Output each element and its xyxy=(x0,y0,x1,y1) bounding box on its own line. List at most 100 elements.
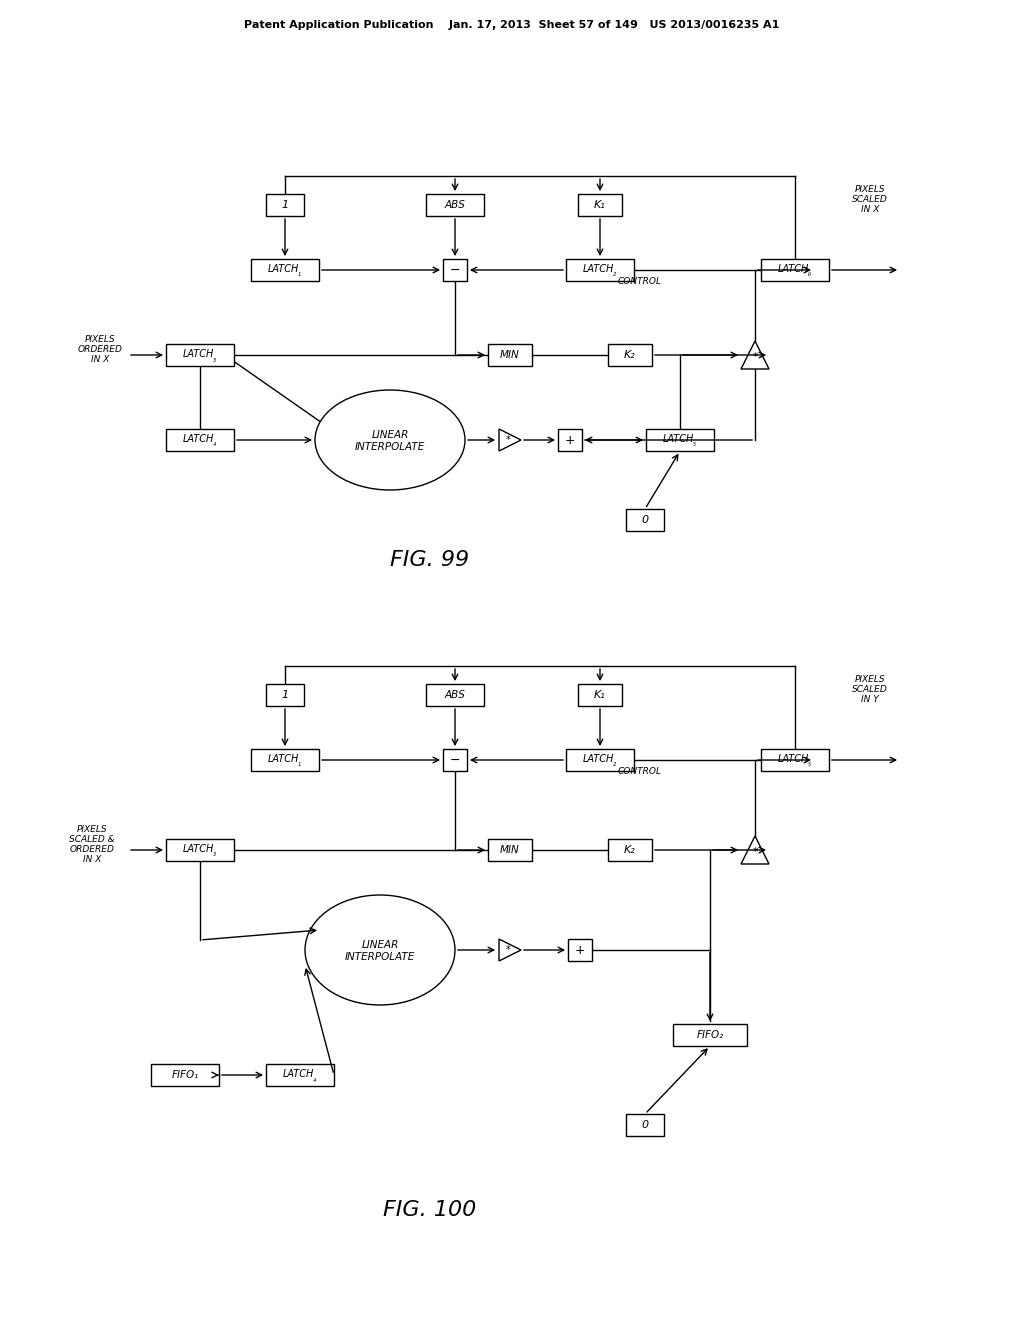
Text: 0: 0 xyxy=(641,1119,648,1130)
Bar xyxy=(578,194,622,216)
Text: ₅: ₅ xyxy=(808,759,811,768)
Text: SCALED: SCALED xyxy=(852,195,888,205)
Text: ₃: ₃ xyxy=(213,355,215,363)
Text: IN X: IN X xyxy=(83,855,101,865)
Text: MIN: MIN xyxy=(500,845,520,855)
Text: PIXELS: PIXELS xyxy=(855,676,886,685)
Text: PIXELS: PIXELS xyxy=(85,335,116,345)
Text: LINEAR: LINEAR xyxy=(372,430,409,440)
Text: INTERPOLATE: INTERPOLATE xyxy=(355,442,425,451)
Bar xyxy=(251,748,319,771)
Text: ₂: ₂ xyxy=(612,269,615,279)
Text: ₆: ₆ xyxy=(808,269,811,279)
Bar xyxy=(251,259,319,281)
Text: LATCH: LATCH xyxy=(777,754,809,764)
Bar xyxy=(566,259,634,281)
Text: +: + xyxy=(565,433,575,446)
Text: ₃: ₃ xyxy=(213,850,215,858)
Bar xyxy=(558,429,582,451)
Bar xyxy=(568,939,592,961)
Text: *: * xyxy=(506,436,510,445)
Bar xyxy=(626,510,664,531)
Bar xyxy=(266,684,304,706)
Bar xyxy=(443,259,467,281)
Text: LATCH: LATCH xyxy=(182,348,214,359)
Text: ₁: ₁ xyxy=(298,269,300,279)
Text: ₂: ₂ xyxy=(612,759,615,768)
Polygon shape xyxy=(741,836,769,865)
Bar xyxy=(646,429,714,451)
Text: FIG. 100: FIG. 100 xyxy=(383,1200,476,1220)
Bar xyxy=(761,748,829,771)
Bar xyxy=(166,429,234,451)
Text: 1: 1 xyxy=(282,690,289,700)
Text: PIXELS: PIXELS xyxy=(77,825,108,834)
Text: 0: 0 xyxy=(641,515,648,525)
Text: LATCH: LATCH xyxy=(663,434,693,444)
Bar xyxy=(626,1114,664,1137)
Polygon shape xyxy=(741,341,769,370)
Text: FIG. 99: FIG. 99 xyxy=(390,550,470,570)
Text: ABS: ABS xyxy=(444,201,466,210)
Bar xyxy=(166,345,234,366)
Bar xyxy=(266,194,304,216)
Polygon shape xyxy=(499,429,521,451)
Text: ₄: ₄ xyxy=(213,440,215,449)
Text: LATCH: LATCH xyxy=(777,264,809,275)
Text: FIFO₂: FIFO₂ xyxy=(696,1030,724,1040)
Text: LATCH: LATCH xyxy=(182,843,214,854)
Text: ABS: ABS xyxy=(444,690,466,700)
Text: K₂: K₂ xyxy=(624,845,636,855)
Text: SCALED &: SCALED & xyxy=(70,836,115,845)
Ellipse shape xyxy=(315,389,465,490)
Text: MIN: MIN xyxy=(500,350,520,360)
Text: 1: 1 xyxy=(282,201,289,210)
Text: LATCH: LATCH xyxy=(583,754,613,764)
Text: CONTROL: CONTROL xyxy=(618,277,662,286)
Text: ORDERED: ORDERED xyxy=(78,346,123,355)
Text: LATCH: LATCH xyxy=(283,1069,313,1078)
Text: Patent Application Publication    Jan. 17, 2013  Sheet 57 of 149   US 2013/00162: Patent Application Publication Jan. 17, … xyxy=(245,20,779,30)
Bar xyxy=(761,259,829,281)
Bar xyxy=(608,345,652,366)
Bar xyxy=(673,1024,746,1045)
Text: K₁: K₁ xyxy=(594,690,606,700)
Bar xyxy=(426,684,484,706)
Text: LATCH: LATCH xyxy=(267,264,299,275)
Text: +: + xyxy=(574,944,586,957)
Text: IN X: IN X xyxy=(91,355,110,364)
Bar xyxy=(426,194,484,216)
Text: K₁: K₁ xyxy=(594,201,606,210)
Bar xyxy=(488,840,532,861)
Bar xyxy=(166,840,234,861)
Bar xyxy=(608,840,652,861)
Bar xyxy=(578,684,622,706)
Text: *: * xyxy=(753,352,758,362)
Text: LATCH: LATCH xyxy=(182,434,214,444)
Text: PIXELS: PIXELS xyxy=(855,186,886,194)
Text: ₅: ₅ xyxy=(692,440,695,449)
Text: *: * xyxy=(506,945,510,954)
Text: −: − xyxy=(450,754,460,767)
Bar xyxy=(266,1064,334,1086)
Polygon shape xyxy=(499,939,521,961)
Text: −: − xyxy=(450,264,460,276)
Bar xyxy=(488,345,532,366)
Bar xyxy=(151,1064,219,1086)
Text: IN X: IN X xyxy=(861,206,880,214)
Text: FIFO₁: FIFO₁ xyxy=(171,1071,199,1080)
Text: LATCH: LATCH xyxy=(583,264,613,275)
Ellipse shape xyxy=(305,895,455,1005)
Text: SCALED: SCALED xyxy=(852,685,888,694)
Text: K₂: K₂ xyxy=(624,350,636,360)
Text: IN Y: IN Y xyxy=(861,696,879,705)
Text: LATCH: LATCH xyxy=(267,754,299,764)
Text: ORDERED: ORDERED xyxy=(70,846,115,854)
Text: *: * xyxy=(753,847,758,857)
Text: LINEAR: LINEAR xyxy=(361,940,398,950)
Text: ₄: ₄ xyxy=(312,1074,315,1084)
Text: ₁: ₁ xyxy=(298,759,300,768)
Bar xyxy=(443,748,467,771)
Text: CONTROL: CONTROL xyxy=(618,767,662,776)
Text: INTERPOLATE: INTERPOLATE xyxy=(345,952,415,962)
